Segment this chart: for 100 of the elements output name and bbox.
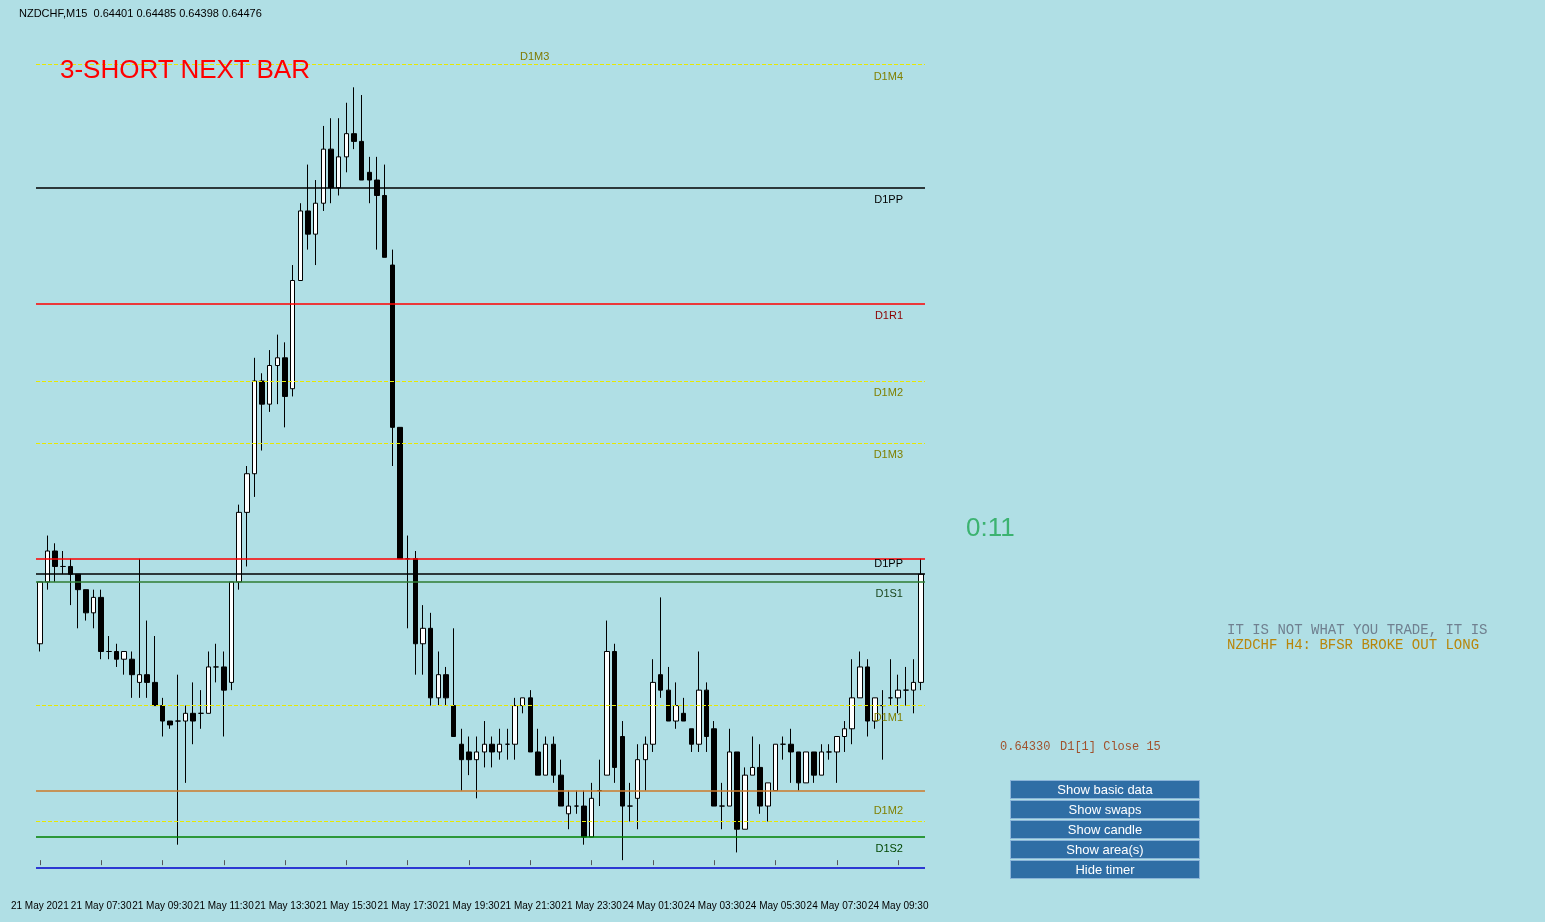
- candlestick: [765, 782, 771, 823]
- candlestick: [359, 94, 364, 181]
- x-tick-label: 21 May 21:30: [500, 899, 562, 911]
- candlestick: [903, 666, 909, 707]
- candlestick: [489, 736, 495, 768]
- candlestick: [390, 249, 395, 467]
- candlestick: [167, 720, 173, 730]
- candlestick: [397, 426, 403, 560]
- ref-line-label: D1S1: [875, 587, 903, 600]
- candlestick: [635, 743, 640, 830]
- x-tick-label: 21 May 13:30: [254, 899, 316, 911]
- ref-line-label: D1PP: [874, 556, 903, 569]
- button: Show swaps: [1010, 800, 1200, 819]
- candlestick: [773, 743, 778, 792]
- ref-line-label: D1M4: [873, 69, 903, 82]
- button: Show candle: [1010, 820, 1200, 839]
- candlestick: [719, 782, 725, 830]
- candlestick: [643, 736, 648, 792]
- ref-line-label: D1M2: [873, 804, 903, 817]
- x-tick-label: 21 May 09:30: [132, 899, 194, 911]
- candlestick: [750, 736, 755, 776]
- candlestick: [711, 720, 717, 807]
- x-tick-label: 21 May 11:30: [193, 899, 255, 911]
- candlestick: [221, 650, 227, 737]
- candlestick: [443, 666, 449, 707]
- candlestick: [466, 736, 472, 776]
- candlestick: [888, 658, 893, 707]
- candlestick: [612, 643, 617, 784]
- candlestick: [344, 102, 349, 173]
- candlestick: [757, 743, 763, 815]
- candlestick: [681, 697, 686, 722]
- candlestick: [704, 681, 709, 753]
- candlestick: [620, 720, 625, 861]
- chart-title: NZDCHF,M15 0.64401 0.64485 0.64398 0.64476: [19, 6, 262, 19]
- x-tick-label: 21 May 19:30: [438, 899, 500, 911]
- text: 0:11: [966, 512, 1015, 543]
- candlestick: [121, 650, 127, 676]
- candlestick: [535, 728, 541, 776]
- candlestick: [742, 766, 748, 830]
- candlestick: [849, 658, 855, 745]
- candlestick: [482, 720, 487, 768]
- candlestick: [37, 581, 43, 652]
- text: 0.64330: [1000, 740, 1051, 754]
- candlestick: [911, 658, 916, 714]
- candlestick: [351, 86, 357, 150]
- ref-line-label: D1S2: [875, 842, 903, 855]
- candlestick: [727, 728, 732, 807]
- candlestick: [451, 627, 456, 737]
- candlestick: [259, 372, 265, 452]
- x-tick-label: 21 May 23:30: [561, 899, 623, 911]
- x-tick-label: 24 May 09:30: [867, 899, 929, 911]
- x-tick-label: 24 May 03:30: [683, 899, 745, 911]
- candlestick: [819, 743, 824, 776]
- candlestick: [91, 589, 96, 629]
- candlestick: [267, 349, 272, 413]
- candlestick: [842, 720, 847, 753]
- candlestick: [520, 697, 525, 714]
- candlestick: [803, 751, 809, 784]
- candlestick: [788, 728, 794, 784]
- ref-line-label: D1PP: [874, 193, 903, 206]
- x-tick-label: 24 May 05:30: [745, 899, 807, 911]
- candlestick: [428, 612, 433, 707]
- candlestick: [420, 604, 426, 676]
- candlestick: [252, 357, 257, 498]
- candlestick: [780, 736, 786, 761]
- candlestick: [574, 790, 579, 815]
- candlestick: [673, 681, 679, 730]
- candlestick: [589, 782, 594, 838]
- text: D1[1] Close 15: [1060, 740, 1161, 754]
- candlestick: [796, 751, 801, 792]
- candlestick: [275, 334, 280, 405]
- candlestick: [566, 790, 571, 830]
- candlestick: [190, 681, 196, 745]
- x-tick-label: 21 May 15:30: [316, 899, 378, 911]
- text: IT IS NOT WHAT YOU TRADE, IT IS: [1227, 622, 1488, 638]
- candlestick: [436, 650, 441, 707]
- candlestick: [551, 736, 556, 784]
- candlestick: [160, 697, 165, 737]
- candlestick: [811, 751, 817, 784]
- candlestick: [144, 620, 150, 699]
- candlestick: [298, 202, 303, 282]
- candlestick: [206, 650, 211, 714]
- candlestick: [497, 728, 502, 761]
- text: NZDCHF H4: BFSR BROKE OUT LONG: [1227, 637, 1480, 653]
- button: Show area(s): [1010, 840, 1200, 859]
- candlestick: [244, 465, 250, 567]
- candlestick: [581, 790, 587, 846]
- candlestick: [597, 759, 602, 807]
- candlestick: [826, 743, 832, 761]
- candlestick: [658, 596, 663, 699]
- text: D1M3: [520, 50, 550, 62]
- x-tick-label: 21 May 2021: [10, 899, 70, 911]
- candlestick: [183, 705, 188, 784]
- ref-line-label: D1M3: [873, 448, 903, 461]
- candlestick: [666, 666, 671, 722]
- candlestick: [689, 728, 694, 753]
- candlestick: [543, 736, 548, 776]
- x-tick-label: 21 May 07:30: [70, 899, 132, 911]
- candlestick: [604, 620, 610, 776]
- ref-line-label: D1M2: [873, 386, 903, 399]
